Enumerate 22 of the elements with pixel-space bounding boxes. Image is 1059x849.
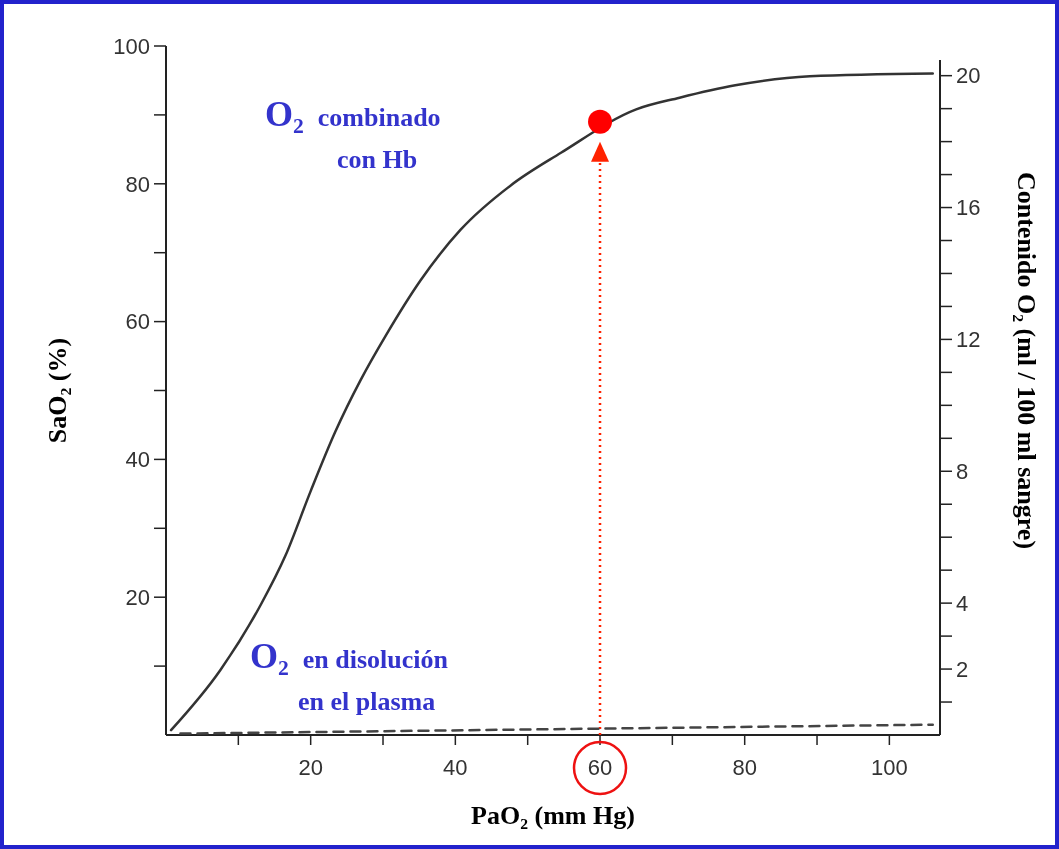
y-tick-label: 80: [125, 171, 150, 197]
x-tick-label: 40: [443, 755, 468, 780]
y2-tick-label: 2: [956, 656, 969, 682]
annotation: O₂ combinado con Hb: [265, 94, 441, 174]
y-tick-label: 60: [125, 309, 150, 335]
y2-axis-title: Contenido O₂ (ml / 100 ml sangre): [1012, 171, 1041, 550]
y2-tick-label: 16: [956, 195, 981, 221]
x-axis-title: PaO₂ (mm Hg): [471, 801, 635, 830]
y2-tick-label: 4: [956, 590, 969, 616]
y-tick-label: 40: [125, 447, 150, 473]
x-tick-label: 80: [732, 755, 757, 780]
y2-tick-label: 12: [956, 327, 981, 353]
y-axis-title: SaO₂ (%): [43, 337, 72, 444]
x-tick-label: 20: [298, 755, 323, 780]
y-tick-label: 20: [125, 584, 150, 610]
y2-tick-label: 20: [956, 63, 981, 89]
x-tick-label: 100: [871, 755, 908, 780]
annotation: O₂ en disolución en el plasma: [250, 636, 449, 716]
y-tick-label: 100: [113, 33, 150, 59]
x-tick-label: 60: [587, 755, 613, 780]
y2-tick-label: 8: [956, 458, 969, 484]
line-series: [169, 72, 935, 732]
